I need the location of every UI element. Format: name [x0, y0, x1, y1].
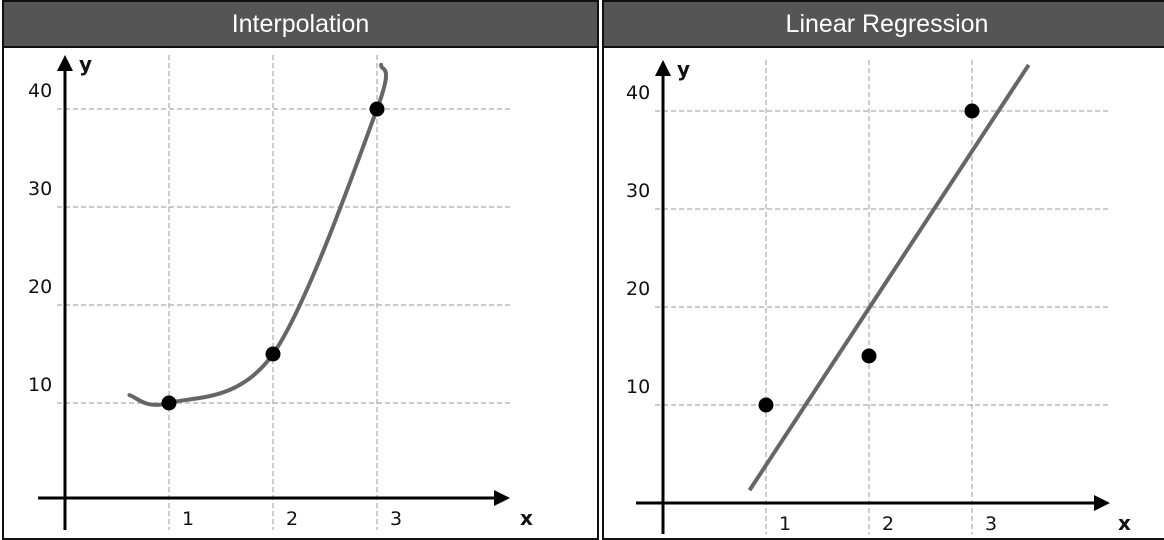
y-tick-label: 20 [28, 276, 52, 298]
x-tick-label: 3 [390, 508, 402, 530]
x-axis-arrow-icon [494, 490, 510, 506]
y-axis-arrow-icon [655, 60, 671, 76]
data-point [161, 395, 177, 411]
x-tick-label: 1 [779, 513, 791, 534]
y-axis-label: y [677, 57, 690, 81]
x-tick-label: 3 [985, 513, 997, 534]
y-tick-label: 40 [626, 82, 650, 104]
y-tick-label: 30 [28, 178, 52, 200]
x-axis-label: x [1118, 511, 1131, 534]
x-tick-label: 2 [882, 513, 894, 534]
y-tick-label: 40 [28, 80, 52, 102]
interpolation-curve [127, 62, 388, 407]
y-axis-arrow-icon [57, 55, 73, 71]
linear-regression-panel: Linear Regression [602, 0, 1164, 540]
y-tick-label: 30 [626, 180, 650, 202]
x-axis-label: x [520, 506, 533, 530]
data-point [265, 346, 281, 362]
data-point [861, 348, 877, 364]
x-tick-label: 1 [182, 508, 194, 530]
y-tick-label: 20 [626, 278, 650, 300]
y-axis-label: y [79, 52, 92, 76]
y-tick-label: 10 [28, 374, 52, 396]
x-tick-label: 2 [286, 508, 298, 530]
data-point [758, 397, 774, 413]
chart-linear-regression: y x 1 2 3 10 20 30 40 [626, 57, 1131, 534]
interpolation-panel: Interpolation [2, 0, 599, 540]
data-point [964, 103, 980, 119]
x-axis-arrow-icon [1094, 495, 1110, 511]
chart-interpolation: y x 1 2 3 10 20 30 40 [28, 52, 533, 530]
data-point [369, 101, 385, 117]
panel-title: Linear Regression [604, 2, 1164, 48]
panel-title: Interpolation [4, 2, 597, 48]
regression-line [747, 63, 1031, 492]
y-tick-label: 10 [626, 376, 650, 398]
